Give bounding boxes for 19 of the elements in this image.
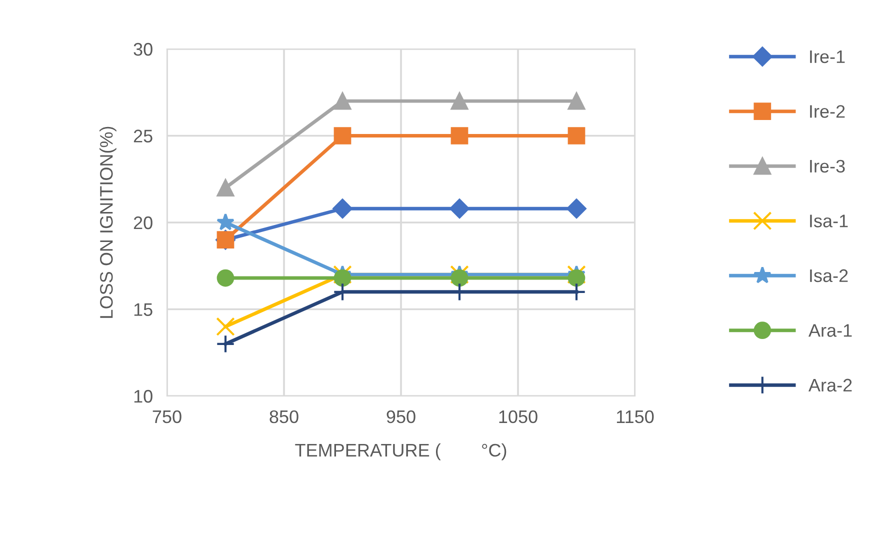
legend-label: Ire-2 — [810, 105, 845, 118]
y-axis-title: LOSS ON IGNITION(%) — [100, 126, 116, 318]
legend-label: Ara-1 — [808, 324, 852, 337]
x-tick-label: 750 — [152, 410, 182, 424]
legend-label: Ire-1 — [810, 50, 845, 64]
x-tick-label: 950 — [386, 410, 416, 424]
legend-label: Isa-1 — [810, 214, 848, 228]
y-tick-label: 20 — [134, 216, 152, 230]
legend-label: Ara-2 — [808, 378, 852, 392]
x-axis-title: TEMPERATURE ( °C) — [295, 443, 506, 460]
x-tick-label: 1150 — [616, 410, 654, 424]
x-tick-label: 850 — [270, 410, 298, 424]
y-tick-label: 25 — [134, 130, 152, 142]
y-tick-label: 10 — [134, 390, 152, 403]
legend-label: Ire-3 — [810, 160, 845, 173]
x-tick-label: 1050 — [499, 410, 538, 424]
y-tick-label: 30 — [134, 42, 152, 56]
legend-label: Isa-2 — [810, 269, 848, 282]
y-tick-label: 15 — [134, 303, 152, 316]
